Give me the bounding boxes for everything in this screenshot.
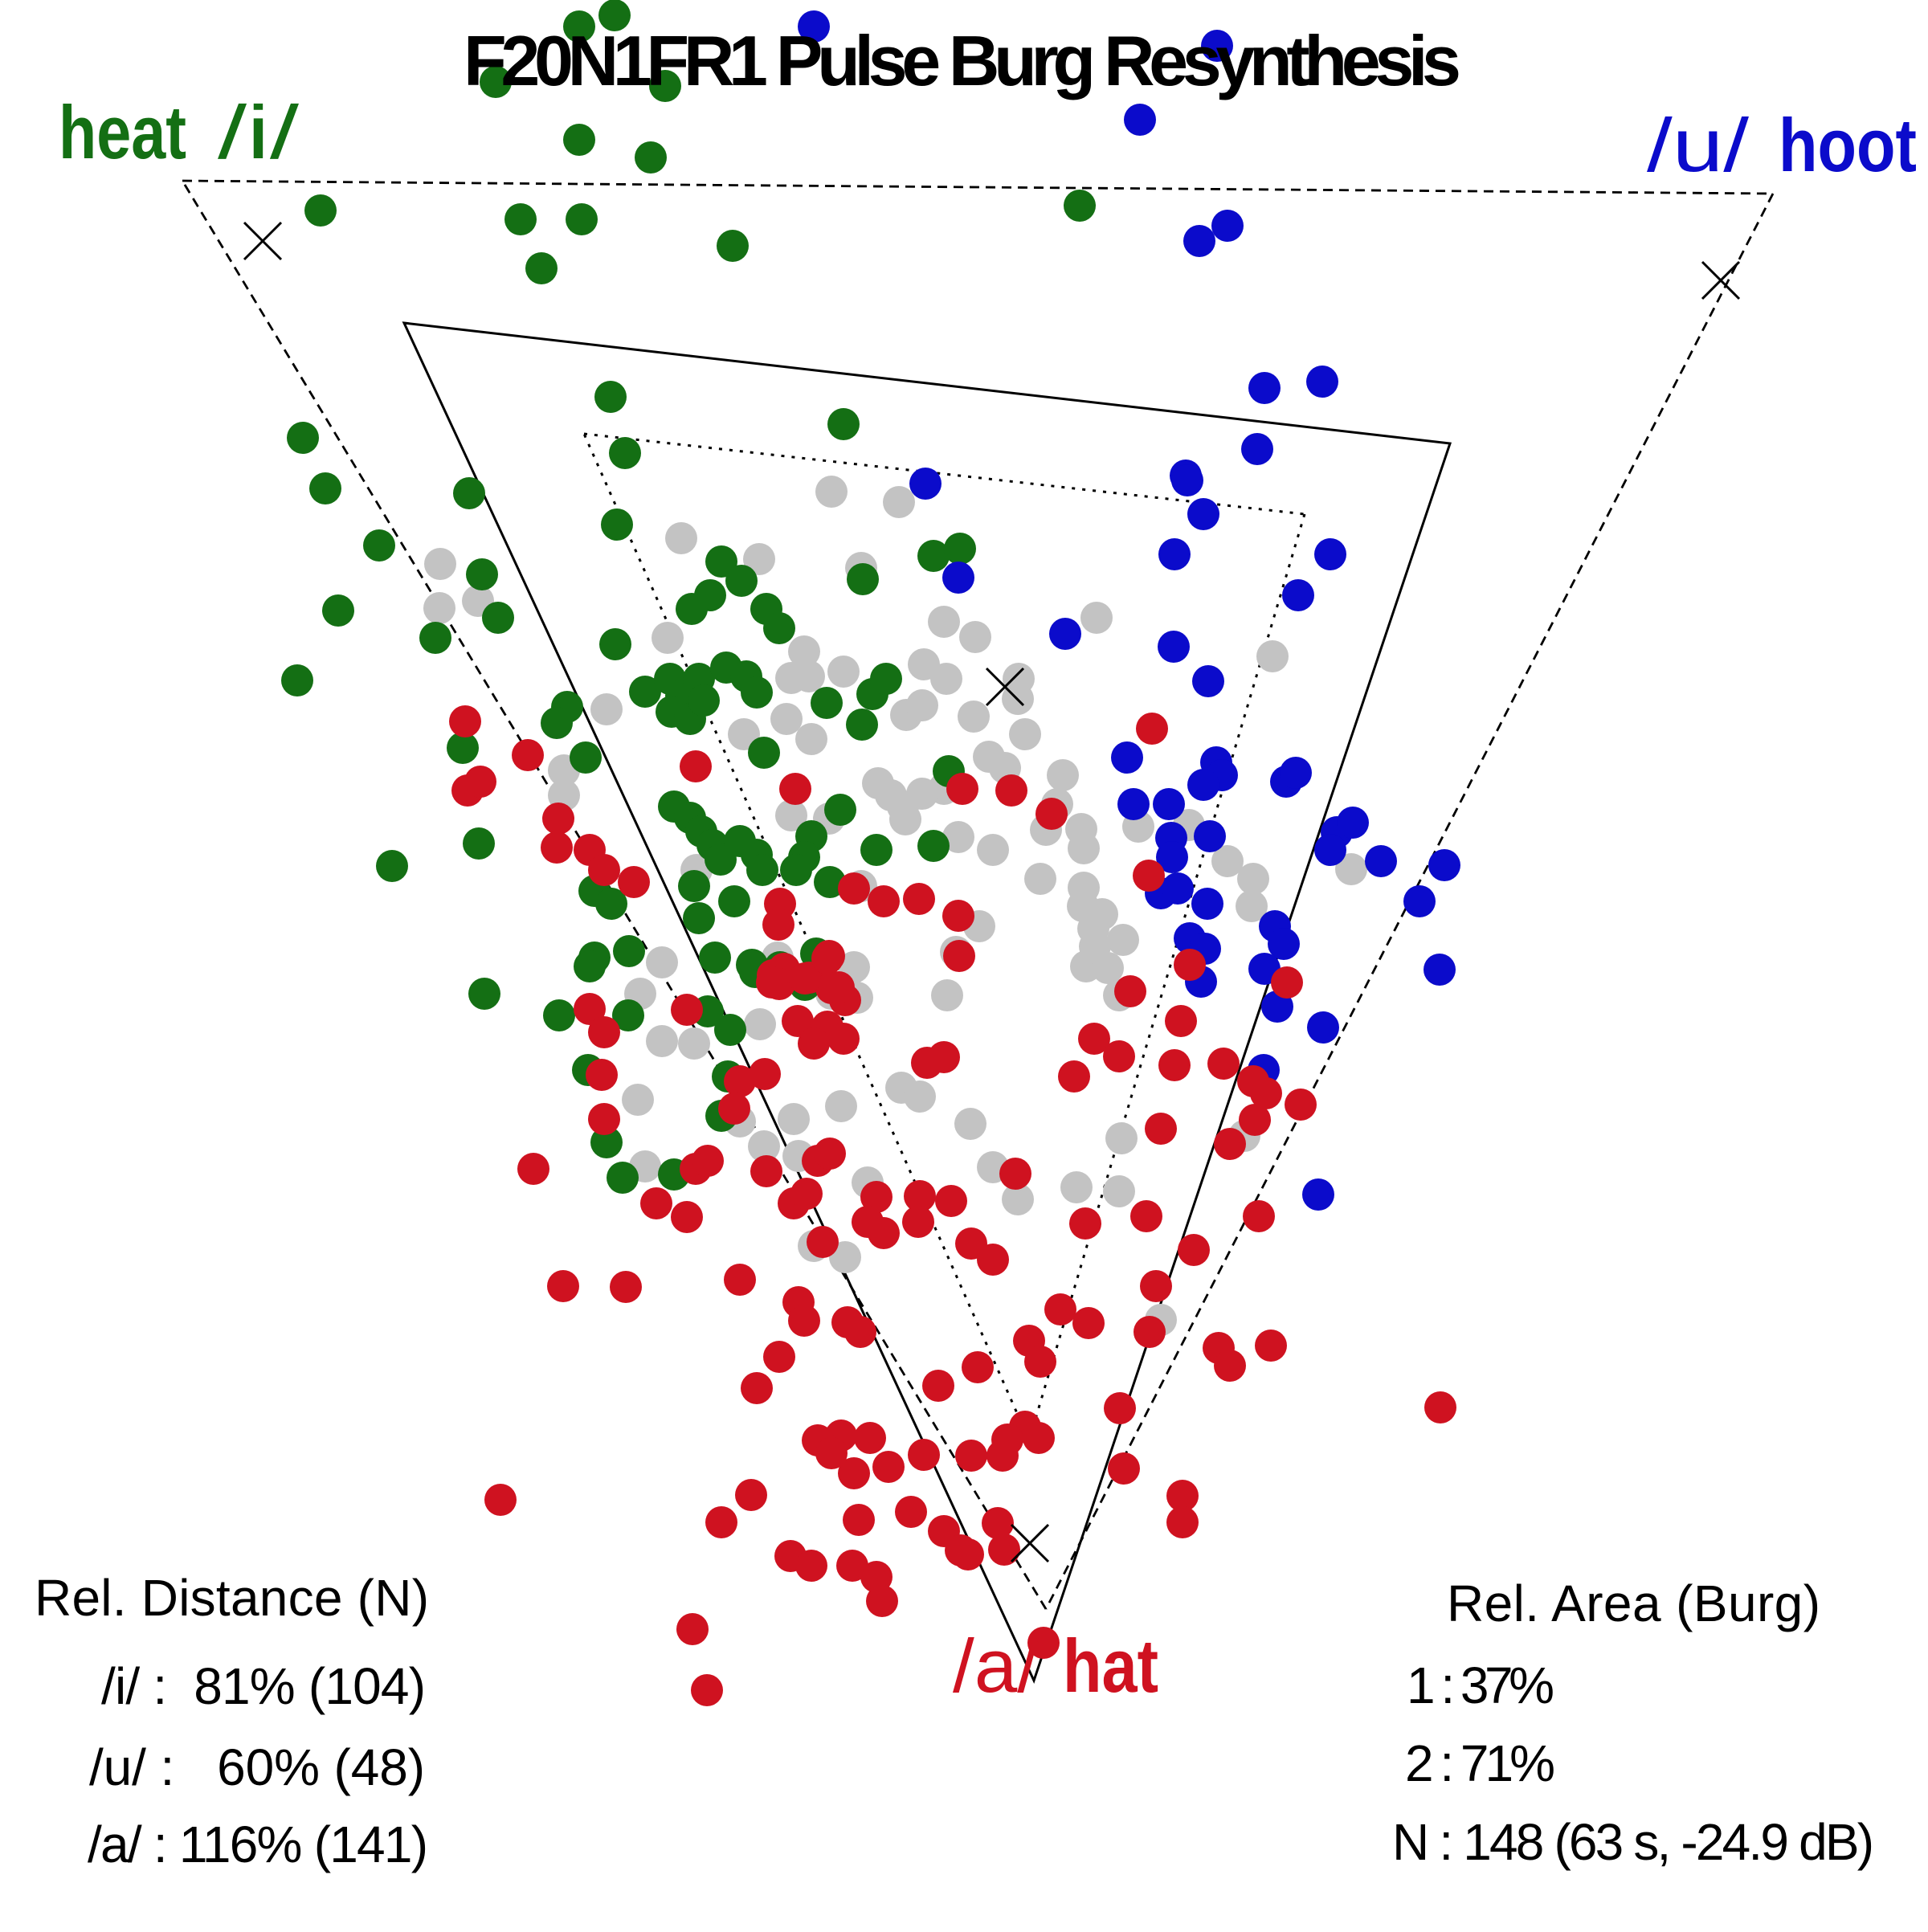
svg-text:/i/ : 81% (104): /i/ : 81% (104) (101, 1657, 426, 1715)
svg-text:2 : 71%: 2 : 71% (1405, 1734, 1555, 1792)
svg-text:/u/ : 60% (48): /u/ : 60% (48) (89, 1738, 425, 1796)
svg-text:hoot: hoot (1779, 103, 1917, 187)
svg-text:F20N1FR1 Pulse Burg Resynthesi: F20N1FR1 Pulse Burg Resynthesis (464, 21, 1461, 100)
svg-text:Rel. Distance (N): Rel. Distance (N) (35, 1569, 429, 1627)
svg-text:/i/: /i/ (218, 90, 300, 174)
svg-text:N : 148 (63 s, -24.9 dB): N : 148 (63 s, -24.9 dB) (1392, 1813, 1874, 1871)
svg-text:1 : 37%: 1 : 37% (1407, 1656, 1554, 1714)
svg-text:/u/: /u/ (1647, 103, 1750, 187)
svg-text:heat: heat (59, 90, 186, 174)
svg-text:hat: hat (1063, 1624, 1158, 1708)
svg-text:/a/: /a/ (953, 1624, 1040, 1708)
svg-text:/a/ : 116% (141): /a/ : 116% (141) (88, 1816, 428, 1873)
svg-text:Rel. Area (Burg): Rel. Area (Burg) (1447, 1575, 1820, 1632)
